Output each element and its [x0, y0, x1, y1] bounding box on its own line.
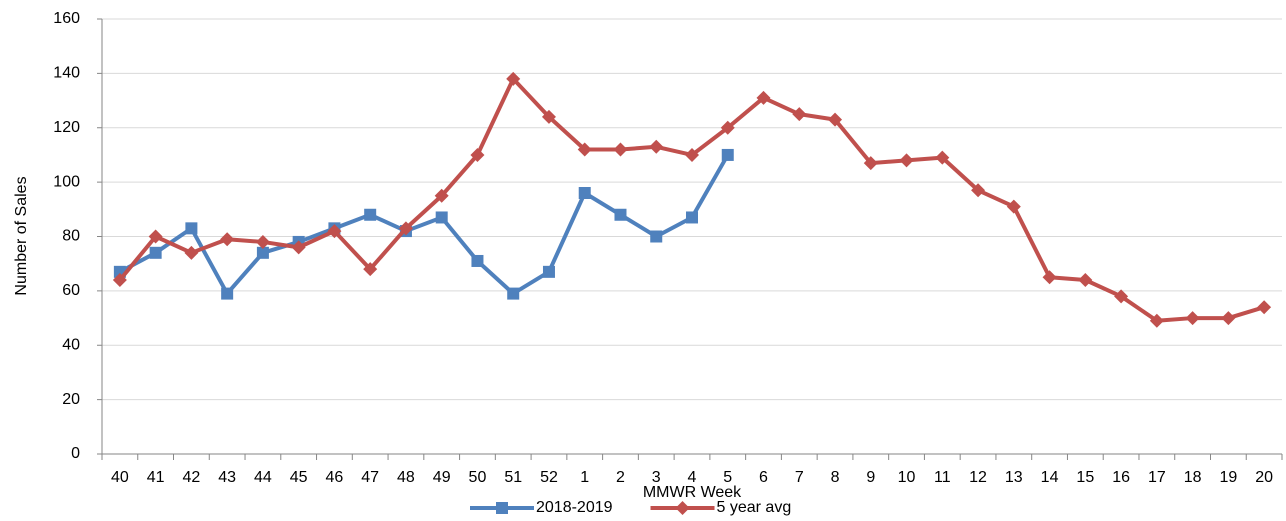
data-point	[327, 224, 342, 239]
x-tick-label: 42	[182, 469, 200, 486]
data-point	[148, 229, 163, 244]
x-tick-label: 14	[1041, 469, 1059, 486]
data-point	[507, 287, 520, 300]
data-point	[542, 265, 555, 278]
x-tick-label: 47	[361, 469, 379, 486]
data-point	[506, 71, 521, 86]
data-point	[221, 287, 234, 300]
x-tick-label: 5	[723, 469, 732, 486]
legend-label: 5 year avg	[717, 499, 792, 516]
data-point	[1185, 311, 1200, 326]
legend-marker	[675, 501, 690, 515]
data-point	[578, 187, 591, 199]
data-point	[220, 232, 235, 247]
data-point	[863, 156, 878, 171]
data-point	[471, 254, 484, 267]
x-tick-label: 2	[616, 469, 625, 486]
data-point	[614, 208, 627, 221]
legend-label: 2018-2019	[536, 499, 613, 516]
y-tick-label: 40	[62, 336, 80, 353]
x-tick-label: 15	[1076, 469, 1094, 486]
x-tick-label: 20	[1255, 469, 1273, 486]
data-point	[1257, 300, 1272, 315]
data-point	[184, 245, 199, 260]
y-tick-label: 100	[53, 173, 80, 190]
x-tick-label: 10	[898, 469, 916, 486]
y-tick-label: 60	[62, 282, 80, 299]
data-point	[720, 120, 735, 135]
data-point	[398, 221, 413, 236]
data-point	[435, 211, 448, 224]
x-tick-label: 1	[580, 469, 589, 486]
x-tick-label: 41	[147, 469, 165, 486]
data-point	[541, 109, 556, 124]
data-point	[935, 150, 950, 165]
x-tick-label: 11	[934, 469, 951, 486]
x-tick-label: 7	[795, 469, 804, 486]
x-tick-label: 48	[397, 469, 415, 486]
y-tick-label: 0	[71, 445, 80, 462]
data-point	[256, 246, 269, 259]
data-point	[721, 148, 734, 161]
x-tick-label: 13	[1005, 469, 1023, 486]
data-point	[649, 139, 664, 154]
y-tick-label: 120	[53, 119, 80, 136]
data-point	[686, 211, 698, 224]
x-axis-title: MMWR Week	[643, 484, 742, 501]
y-axis-title: Number of Sales	[13, 176, 30, 295]
y-tick-label: 160	[53, 10, 80, 27]
data-point	[1006, 199, 1021, 214]
x-tick-label: 19	[1219, 469, 1237, 486]
data-point	[828, 112, 843, 127]
y-tick-label: 140	[53, 65, 80, 82]
series-line	[118, 153, 730, 296]
x-tick-label: 3	[652, 469, 661, 486]
data-point	[149, 246, 162, 259]
data-point	[1114, 289, 1129, 304]
data-point	[685, 147, 699, 162]
y-tick-label: 20	[62, 391, 80, 408]
data-point	[1078, 273, 1093, 287]
x-tick-label: 4	[688, 469, 697, 486]
data-point	[1221, 311, 1236, 326]
legend-marker	[496, 502, 508, 514]
data-point	[899, 153, 914, 168]
x-tick-label: 16	[1112, 469, 1130, 486]
data-point	[577, 142, 592, 157]
data-point	[291, 240, 306, 255]
x-tick-label: 51	[504, 469, 522, 486]
data-point	[1042, 270, 1057, 285]
data-point	[971, 183, 986, 198]
data-point	[650, 230, 663, 243]
data-point	[364, 208, 377, 221]
x-tick-label: 45	[290, 469, 308, 486]
x-tick-label: 50	[469, 469, 487, 486]
x-tick-label: 17	[1148, 469, 1166, 486]
data-point	[363, 262, 378, 277]
data-point	[185, 222, 198, 235]
x-tick-label: 52	[540, 469, 558, 486]
x-tick-label: 12	[969, 469, 987, 486]
x-tick-label: 43	[218, 469, 236, 486]
x-tick-label: 40	[111, 469, 129, 486]
x-tick-label: 18	[1184, 469, 1202, 486]
x-tick-label: 46	[326, 469, 344, 486]
data-point	[756, 90, 771, 105]
data-point	[112, 273, 127, 287]
data-point	[792, 107, 807, 122]
data-point	[255, 234, 270, 249]
x-tick-label: 9	[866, 469, 875, 486]
data-point	[613, 142, 628, 157]
y-tick-label: 80	[62, 228, 80, 245]
series-line	[118, 76, 1265, 323]
data-point	[434, 188, 449, 203]
x-tick-label: 44	[254, 469, 272, 486]
x-tick-label: 49	[433, 469, 451, 486]
x-tick-label: 6	[759, 469, 768, 486]
data-point	[1149, 313, 1164, 328]
data-point	[470, 147, 485, 162]
x-tick-label: 8	[831, 469, 840, 486]
